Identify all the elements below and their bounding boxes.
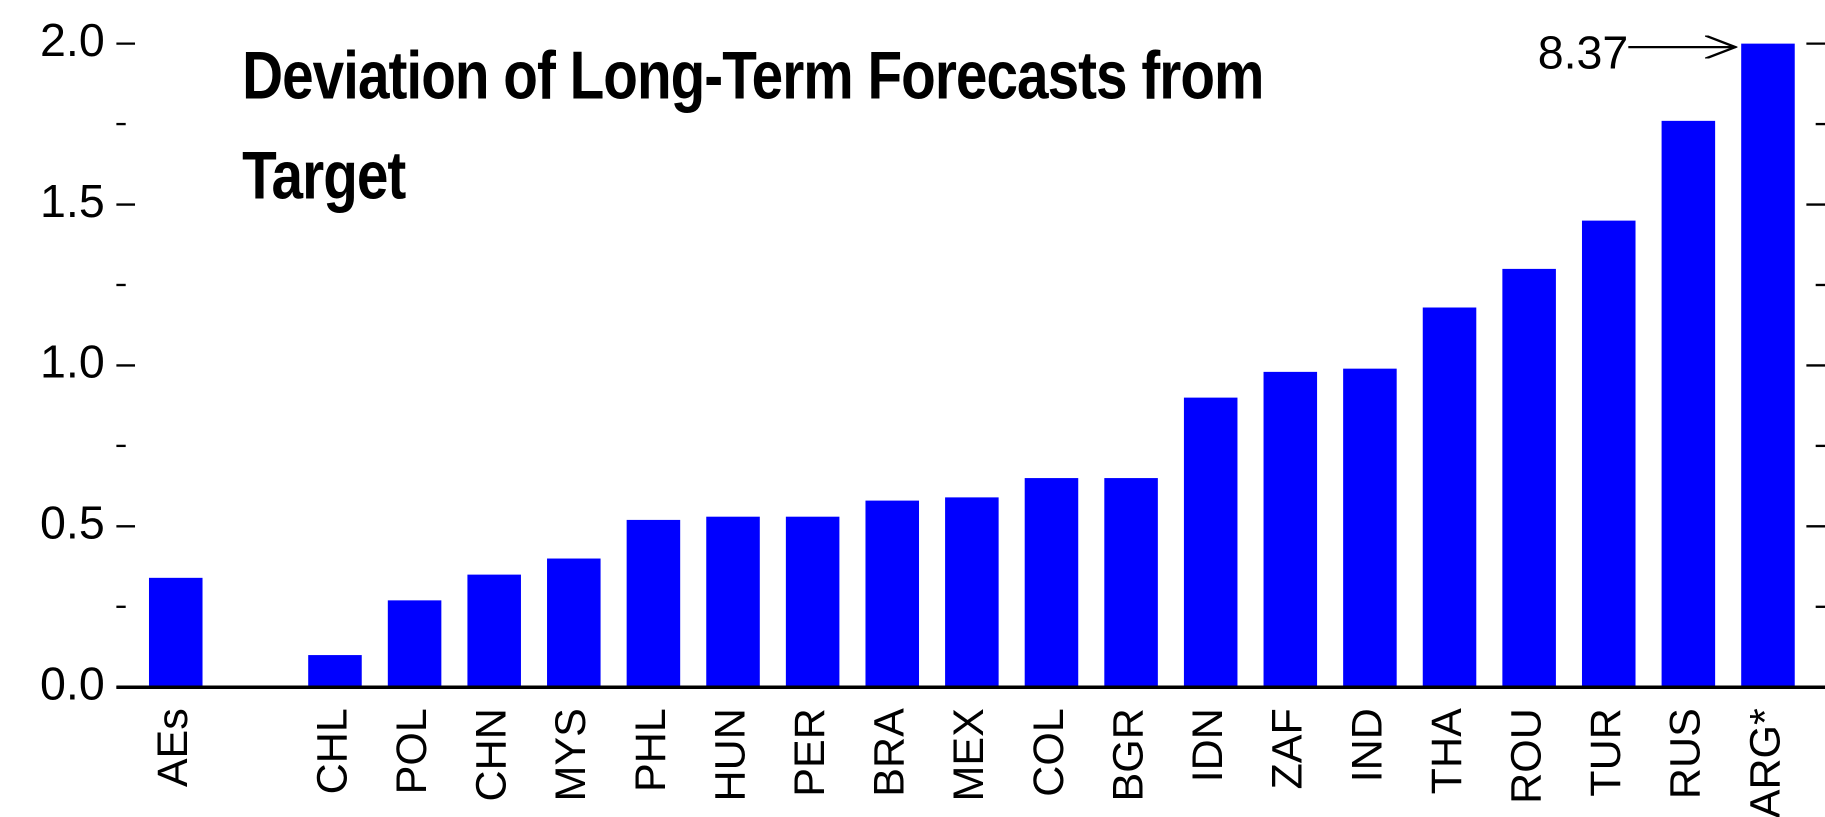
chart-title: Deviation of Long-Term Forecasts from Ta… (242, 37, 1264, 214)
value-label: 8.37 (1538, 27, 1629, 79)
x-tick-label: HUN (706, 708, 754, 801)
bar (1422, 307, 1477, 688)
x-tick-label: BRA (866, 708, 914, 797)
bars (148, 43, 1795, 688)
x-tick-label: PHL (627, 708, 675, 792)
x-tick-label: POL (388, 708, 436, 794)
bar (387, 600, 442, 688)
x-tick-label: COL (1025, 708, 1073, 797)
x-tick-label: CHL (308, 708, 356, 794)
bar (1741, 43, 1795, 688)
x-tick-label: BGR (1104, 708, 1152, 801)
bar (1104, 478, 1158, 688)
bar (785, 516, 840, 688)
bar (1661, 120, 1716, 688)
title-area: Deviation of Long-Term Forecasts from Ta… (242, 37, 1264, 214)
bar (945, 497, 999, 688)
bar (1343, 368, 1397, 688)
bar (1581, 220, 1636, 688)
x-tick-label: CHN (468, 708, 516, 801)
x-tick-label: IDN (1184, 708, 1232, 782)
x-tick-label: TUR (1582, 708, 1630, 796)
x-tick-label: AEs (149, 708, 197, 787)
bar (1502, 268, 1556, 688)
x-tick-label: MEX (945, 708, 993, 801)
y-tick-label: 2.0 (40, 14, 105, 66)
bar (308, 655, 362, 688)
x-tick-label: ARG* (1741, 708, 1789, 817)
y-tick-label: 0.5 (40, 497, 105, 549)
bar (706, 516, 760, 688)
y-tick-label: 1.0 (40, 336, 105, 388)
x-tick-label: RUS (1662, 708, 1710, 799)
bar (467, 574, 521, 688)
x-tick-label: THA (1423, 708, 1471, 794)
x-tick-label: PER (786, 708, 834, 797)
bar (148, 577, 203, 688)
y-tick-label: 1.5 (40, 175, 105, 227)
x-tick-label: ZAF (1264, 708, 1312, 789)
bar (1183, 397, 1238, 688)
x-tick-label: IND (1343, 708, 1391, 782)
bar (547, 558, 601, 688)
x-tick-label: ROU (1503, 708, 1551, 804)
bar (865, 500, 920, 688)
bar (626, 519, 681, 688)
y-tick-label: 0.0 (40, 658, 105, 710)
x-tick-label: MYS (547, 708, 595, 801)
bar (1024, 478, 1079, 688)
bar (1263, 371, 1318, 688)
